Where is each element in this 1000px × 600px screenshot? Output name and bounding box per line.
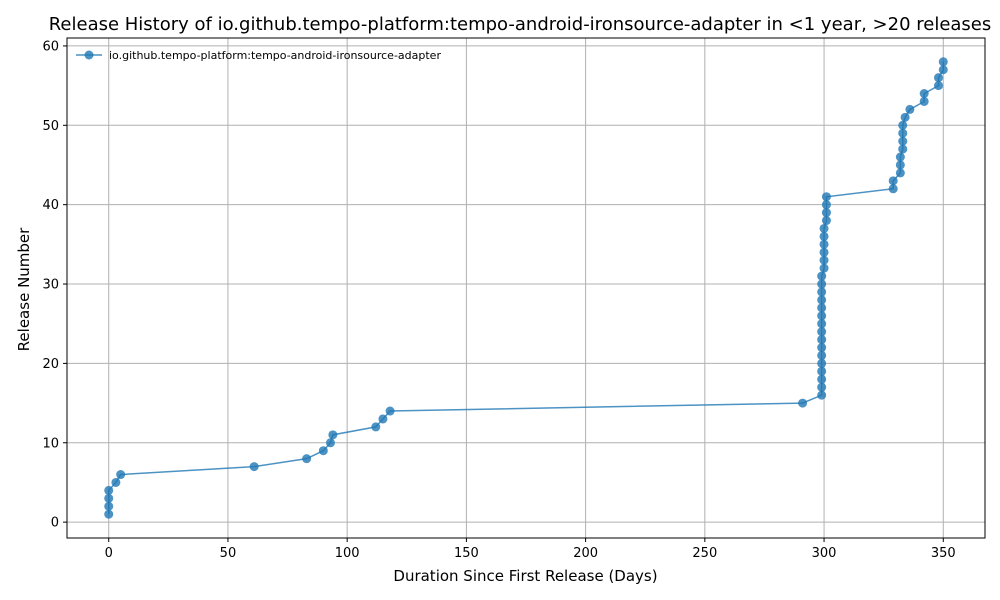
grid (67, 38, 985, 538)
data-point (817, 311, 827, 321)
data-point (895, 160, 905, 170)
data-point (817, 271, 827, 281)
series-line (107, 61, 945, 515)
data-point (819, 239, 829, 249)
data-point (817, 358, 827, 368)
data-point (325, 438, 335, 448)
chart-title: Release History of io.github.tempo-platf… (49, 14, 992, 35)
series-layer (104, 57, 948, 519)
legend-label: io.github.tempo-platform:tempo-android-i… (109, 49, 441, 62)
data-point (817, 327, 827, 337)
data-point (821, 208, 831, 218)
y-tick-label: 30 (42, 278, 59, 293)
data-point (821, 216, 831, 226)
data-point (817, 343, 827, 353)
data-point (104, 501, 114, 511)
data-point (819, 247, 829, 257)
data-point (318, 446, 328, 456)
data-point (888, 176, 898, 186)
x-tick-label: 0 (105, 546, 113, 561)
x-axis-ticks: 0 50 100 150 200 250 300 350 (105, 538, 956, 561)
data-point (898, 144, 908, 154)
data-point (888, 184, 898, 194)
y-tick-label: 40 (42, 198, 59, 213)
data-point (817, 279, 827, 289)
data-point (895, 152, 905, 162)
data-point (938, 57, 948, 67)
x-tick-label: 200 (573, 546, 598, 561)
data-point (819, 231, 829, 241)
plot-area-frame (66, 37, 986, 539)
data-point (919, 96, 929, 106)
data-point (378, 414, 388, 424)
y-tick-label: 50 (42, 119, 59, 134)
data-point (919, 89, 929, 99)
x-tick-label: 50 (220, 546, 237, 561)
data-point (905, 104, 915, 114)
y-tick-label: 20 (42, 357, 59, 372)
data-point (817, 374, 827, 384)
data-point (817, 382, 827, 392)
data-point (302, 454, 312, 464)
data-point (898, 136, 908, 146)
data-point (819, 263, 829, 273)
data-point (898, 120, 908, 130)
data-point (821, 192, 831, 202)
data-point (817, 335, 827, 345)
data-point (104, 493, 114, 503)
data-point (819, 223, 829, 233)
y-tick-label: 60 (42, 39, 59, 54)
data-point (898, 128, 908, 138)
data-point (328, 430, 338, 440)
data-point (817, 390, 827, 400)
data-point (371, 422, 381, 432)
y-axis-label: Release Number (15, 227, 33, 351)
data-point (934, 81, 944, 91)
data-point (111, 477, 121, 487)
x-tick-label: 300 (812, 546, 837, 561)
y-tick-label: 0 (51, 516, 59, 531)
data-point (249, 462, 259, 472)
data-point (817, 287, 827, 297)
data-point (819, 255, 829, 265)
data-point (900, 112, 910, 122)
y-axis-ticks: 0 10 20 30 40 50 60 (42, 39, 67, 531)
x-tick-label: 100 (335, 546, 360, 561)
data-point (817, 319, 827, 329)
data-point (798, 398, 808, 408)
x-tick-label: 250 (692, 546, 717, 561)
x-tick-label: 350 (931, 546, 956, 561)
data-point (821, 200, 831, 210)
data-point (817, 303, 827, 313)
data-point (895, 168, 905, 178)
data-point (104, 485, 114, 495)
data-point (385, 406, 395, 416)
data-point (817, 350, 827, 360)
data-point (104, 509, 114, 519)
data-point (934, 73, 944, 83)
data-point (817, 295, 827, 305)
x-tick-label: 150 (454, 546, 479, 561)
data-point (817, 366, 827, 376)
y-tick-label: 10 (42, 436, 59, 451)
legend: io.github.tempo-platform:tempo-android-i… (76, 49, 441, 62)
legend-marker-swatch (84, 50, 94, 60)
data-point (938, 65, 948, 75)
x-axis-label: Duration Since First Release (Days) (393, 567, 657, 585)
data-point (116, 470, 126, 480)
